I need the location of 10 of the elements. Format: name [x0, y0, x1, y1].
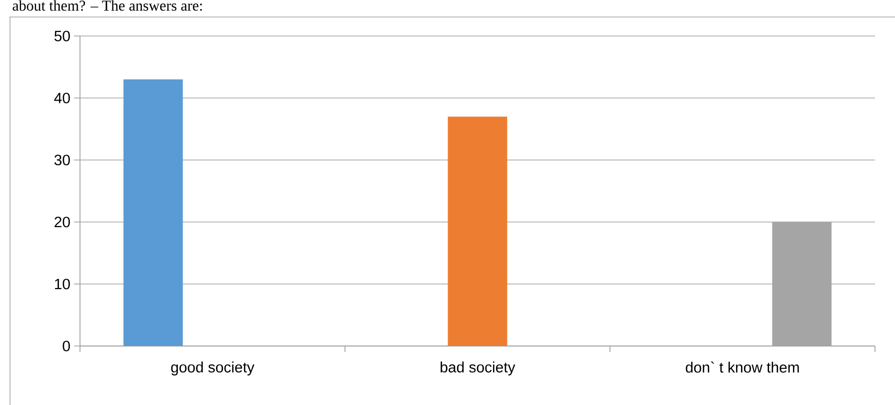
x-tick-label: don` t know them [686, 362, 799, 373]
y-tick-label: 20 [54, 216, 70, 228]
x-tick-label: bad society [440, 362, 516, 376]
y-tick-label: 0 [62, 340, 70, 352]
x-tick-label: good society [171, 362, 254, 376]
y-tick-label: 40 [54, 92, 70, 104]
y-tick-label: 30 [54, 154, 70, 166]
text: about them? – The answers are: [12, 0, 202, 11]
y-tick-label: 50 [54, 30, 70, 42]
y-tick-label: 10 [55, 278, 70, 290]
